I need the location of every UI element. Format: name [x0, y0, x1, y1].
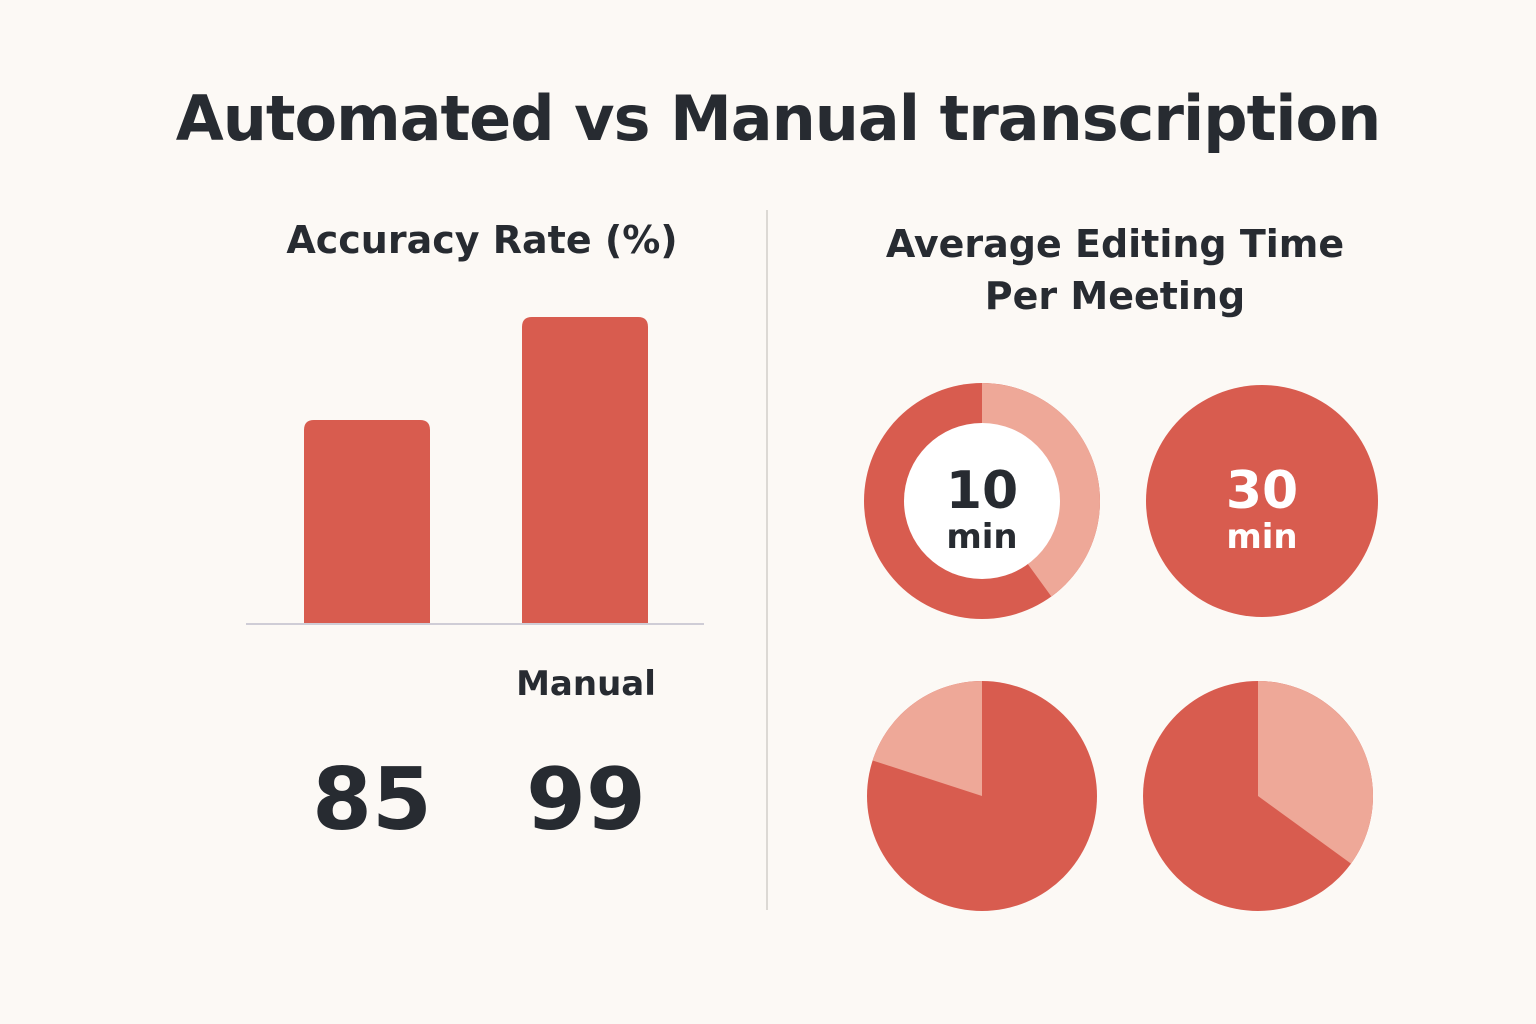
- bar-value-label-manual: 99: [526, 750, 646, 850]
- accuracy-bar-0: [304, 420, 430, 623]
- bar-value-label-automated: 85: [312, 750, 432, 850]
- editing-time-chart-title: Average Editing Time Per Meeting: [885, 222, 1345, 318]
- donut-unit-label: min: [946, 517, 1017, 557]
- donut-hole: [904, 423, 1060, 579]
- donut-value-label: 10: [946, 461, 1018, 521]
- page-title: Automated vs Manual transcription: [175, 82, 1382, 155]
- pie-bottom-left-light-slice: [872, 681, 982, 796]
- circle-value-label: 30: [1226, 461, 1298, 521]
- bar-category-label-manual: Manual: [516, 664, 656, 704]
- circle-unit-label: min: [1226, 517, 1297, 557]
- editing-time-circle-manual-base: [1146, 385, 1378, 617]
- accuracy-chart-title: Accuracy Rate (%): [286, 218, 678, 262]
- section-divider: [766, 210, 768, 910]
- pie-bottom-right-light-slice: [1258, 681, 1373, 864]
- accuracy-bar-1: [522, 317, 648, 623]
